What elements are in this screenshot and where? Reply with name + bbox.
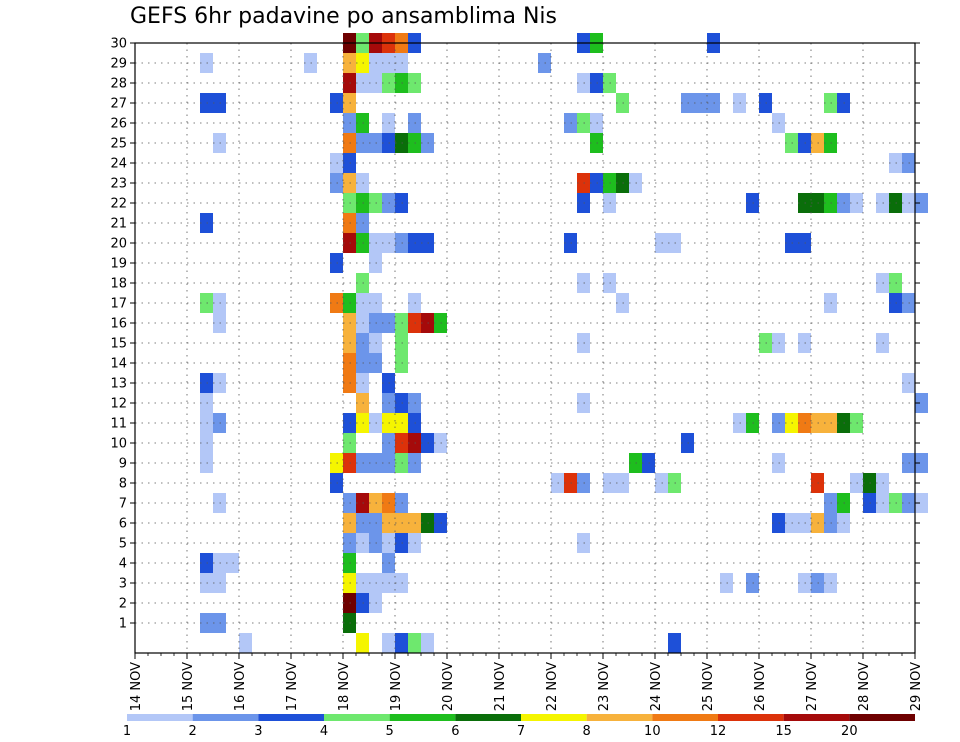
heatmap-cell xyxy=(239,633,252,653)
y-tick-label: 28 xyxy=(110,77,127,92)
y-tick-label: 24 xyxy=(110,157,127,172)
legend-label: 5 xyxy=(386,724,394,739)
legend-color-swatch xyxy=(389,714,456,721)
chart-title: GEFS 6hr padavine po ansamblima Nis xyxy=(130,4,557,29)
heatmap-cell xyxy=(421,633,434,653)
heatmap-cell xyxy=(915,453,928,473)
y-tick-label: 4 xyxy=(119,557,127,572)
y-tick-label: 21 xyxy=(110,217,127,232)
heatmap-cell xyxy=(408,633,421,653)
legend-label: 20 xyxy=(841,724,858,739)
y-tick-label: 18 xyxy=(110,277,127,292)
y-tick-label: 12 xyxy=(110,397,127,412)
y-tick-label: 17 xyxy=(110,297,127,312)
legend-label: 12 xyxy=(710,724,727,739)
legend-label: 6 xyxy=(451,724,459,739)
legend-label: 10 xyxy=(644,724,661,739)
heatmap-cell xyxy=(915,493,928,513)
legend-label: 2 xyxy=(189,724,197,739)
y-tick-label: 19 xyxy=(110,257,127,272)
legend-color-swatch xyxy=(127,714,193,721)
y-tick-label: 29 xyxy=(110,57,127,72)
x-tick-label: 25 NOV xyxy=(701,662,716,711)
x-tick-label: 14 NOV xyxy=(129,662,144,711)
x-tick-label: 23 NOV xyxy=(597,662,612,711)
legend-color-swatch xyxy=(192,714,259,721)
heatmap-cell xyxy=(668,633,681,653)
heatmap-cell xyxy=(915,193,928,213)
y-tick-label: 8 xyxy=(119,477,127,492)
x-tick-label: 28 NOV xyxy=(857,662,872,711)
x-tick-label: 22 NOV xyxy=(545,662,560,711)
y-tick-label: 1 xyxy=(119,617,127,632)
x-tick-label: 21 NOV xyxy=(493,662,508,711)
legend-color-swatch xyxy=(455,714,521,721)
y-tick-label: 13 xyxy=(110,377,127,392)
legend-color-swatch xyxy=(718,714,784,721)
x-tick-label: 27 NOV xyxy=(805,662,820,711)
legend-color-swatch xyxy=(324,714,390,721)
legend-label: 3 xyxy=(254,724,262,739)
legend-color-swatch xyxy=(849,714,915,721)
x-tick-label: 17 NOV xyxy=(285,662,300,711)
x-tick-label: 15 NOV xyxy=(181,662,196,711)
legend-label: 15 xyxy=(775,724,792,739)
y-tick-label: 20 xyxy=(110,237,127,252)
y-tick-label: 11 xyxy=(110,417,127,432)
x-tick-label: 26 NOV xyxy=(753,662,768,711)
y-tick-label: 27 xyxy=(110,97,127,112)
x-tick-label: 29 NOV xyxy=(909,662,924,711)
x-tick-label: 19 NOV xyxy=(389,662,404,711)
y-tick-label: 3 xyxy=(119,577,127,592)
y-tick-label: 9 xyxy=(119,457,127,472)
heatmap-cell xyxy=(915,393,928,413)
legend-color-swatch xyxy=(586,714,653,721)
legend-label: 1 xyxy=(123,724,131,739)
y-tick-label: 2 xyxy=(119,597,127,612)
y-tick-label: 14 xyxy=(110,357,127,372)
y-tick-label: 26 xyxy=(110,117,127,132)
y-tick-label: 7 xyxy=(119,497,127,512)
y-tick-label: 30 xyxy=(110,37,127,52)
legend-label: 8 xyxy=(583,724,591,739)
y-tick-label: 16 xyxy=(110,317,127,332)
y-tick-label: 15 xyxy=(110,337,127,352)
y-tick-label: 23 xyxy=(110,177,127,192)
y-tick-label: 22 xyxy=(110,197,127,212)
y-tick-label: 25 xyxy=(110,137,127,152)
legend-color-swatch xyxy=(783,714,850,721)
heatmap-cell xyxy=(356,633,369,653)
y-tick-label: 10 xyxy=(110,437,127,452)
x-tick-label: 20 NOV xyxy=(441,662,456,711)
heatmap-cell xyxy=(382,633,395,653)
legend-color-swatch xyxy=(652,714,718,721)
legend-color-swatch xyxy=(258,714,324,721)
heatmap-cell xyxy=(395,633,408,653)
y-tick-label: 5 xyxy=(119,537,127,552)
y-tick-label: 6 xyxy=(119,517,127,532)
legend-label: 4 xyxy=(320,724,328,739)
legend-label: 7 xyxy=(517,724,525,739)
legend-color-swatch xyxy=(521,714,587,721)
x-tick-label: 16 NOV xyxy=(233,662,248,711)
x-tick-label: 24 NOV xyxy=(649,662,664,711)
x-tick-label: 18 NOV xyxy=(337,662,352,711)
